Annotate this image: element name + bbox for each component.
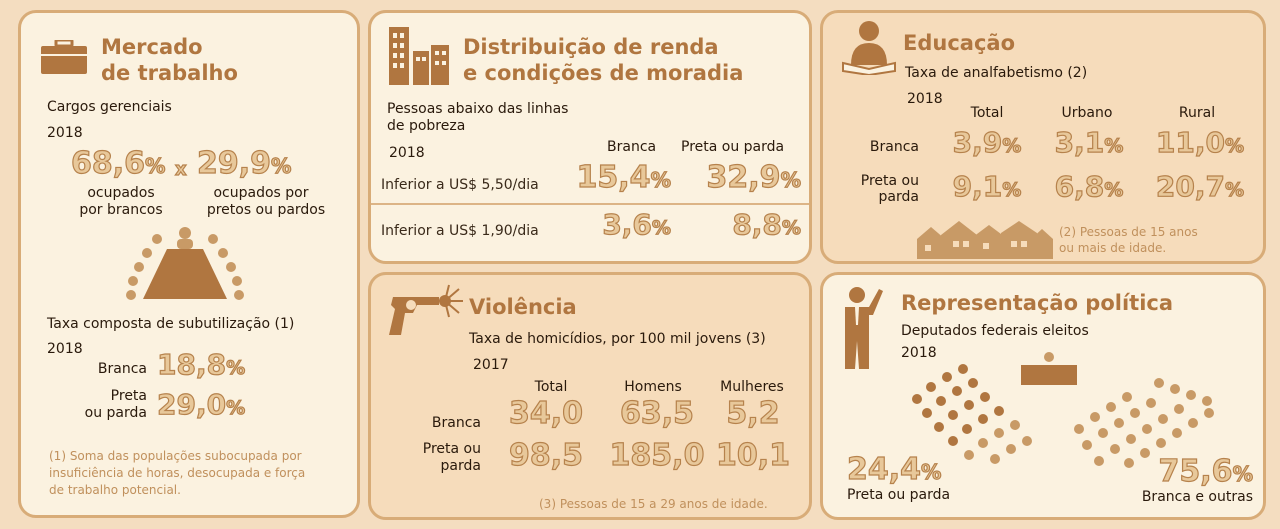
- label-brancos-2: por brancos: [79, 202, 163, 218]
- violencia-row1-label: Branca: [431, 415, 481, 431]
- panel-violencia: Violência Taxa de homicídios, por 100 mi…: [368, 272, 812, 520]
- violencia-year: 2017: [473, 357, 509, 373]
- panel-representacao-politica: Representação política Deputados federai…: [820, 272, 1266, 520]
- subutil-year: 2018: [47, 341, 83, 357]
- reader-icon: [842, 21, 896, 75]
- educacao-row2-urbano: 6,8%: [1054, 170, 1124, 203]
- renda-row1-preta: 32,9%: [706, 160, 802, 195]
- violencia-col-total: Total: [534, 379, 568, 395]
- educacao-year: 2018: [907, 91, 943, 107]
- times-sign: x: [174, 159, 187, 180]
- panel-educacao: Educação Taxa de analfabetismo (2) 2018 …: [820, 10, 1266, 264]
- violencia-row1-homens: 63,5: [619, 396, 695, 431]
- briefcase-icon: [41, 40, 87, 74]
- educacao-sub: Taxa de analfabetismo (2): [905, 65, 1088, 81]
- violencia-note: (3) Pessoas de 15 a 29 anos de idade.: [539, 497, 768, 511]
- educacao-col-total: Total: [970, 105, 1004, 121]
- politica-branca-value: 75,6%: [1158, 454, 1254, 489]
- renda-row2-preta: 8,8%: [732, 208, 802, 241]
- value-brancos: 68,6%: [70, 146, 166, 181]
- houses-icon: [917, 221, 1053, 259]
- educacao-note-1: (2) Pessoas de 15 anos: [1059, 225, 1198, 239]
- mercado-note-3: de trabalho potencial.: [49, 483, 181, 497]
- renda-row-separator: [371, 203, 809, 205]
- renda-col-preta: Preta ou parda: [681, 139, 785, 155]
- politica-title: Representação política: [901, 291, 1174, 315]
- educacao-note-2: ou mais de idade.: [1059, 241, 1167, 255]
- politica-sub: Deputados federais eleitos: [901, 323, 1089, 339]
- revolver-icon: [389, 284, 463, 335]
- buildings-icon: [389, 27, 449, 85]
- mercado-note-2: insuficiência de horas, desocupada e for…: [49, 466, 306, 480]
- renda-row2-branca: 3,6%: [602, 208, 672, 241]
- politica-preta-value: 24,4%: [846, 452, 942, 487]
- renda-title-line1: Distribuição de renda: [463, 35, 719, 59]
- subutil-preta-value: 29,0%: [156, 388, 246, 421]
- educacao-title: Educação: [903, 31, 1015, 55]
- violencia-col-mulheres: Mulheres: [720, 379, 784, 395]
- label-pretos-2: pretos ou pardos: [206, 202, 326, 218]
- speaker-icon: [845, 287, 883, 369]
- meeting-table-icon: [126, 227, 244, 300]
- renda-row1-branca: 15,4%: [576, 160, 672, 195]
- educacao-row1-label: Branca: [869, 139, 919, 155]
- violencia-row2-total: 98,5: [508, 438, 584, 473]
- renda-row1-label: Inferior a US$ 5,50/dia: [381, 177, 539, 193]
- value-pretos: 29,9%: [196, 146, 292, 181]
- renda-title-line2: e condições de moradia: [463, 61, 744, 85]
- subutil-label: Taxa composta de subutilização (1): [47, 316, 295, 332]
- renda-col-branca: Branca: [607, 139, 657, 155]
- politica-preta-label: Preta ou parda: [847, 487, 951, 503]
- violencia-row1-mulheres: 5,2: [726, 396, 780, 431]
- cargos-year: 2018: [47, 125, 83, 141]
- educacao-row2-total: 9,1%: [952, 170, 1022, 203]
- violencia-col-homens: Homens: [624, 379, 682, 395]
- educacao-row1-urbano: 3,1%: [1054, 126, 1124, 159]
- mercado-title-line2: de trabalho: [101, 61, 238, 85]
- renda-row2-label: Inferior a US$ 1,90/dia: [381, 223, 539, 239]
- educacao-col-rural: Rural: [1178, 105, 1216, 121]
- violencia-row2-mulheres: 10,1: [715, 438, 791, 473]
- subutil-preta-label-1: Preta: [110, 388, 147, 404]
- educacao-col-urbano: Urbano: [1061, 105, 1113, 121]
- violencia-row1-total: 34,0: [508, 396, 584, 431]
- label-pretos-1: ocupados por: [213, 185, 309, 201]
- mercado-note-1: (1) Soma das populações subocupada por: [49, 449, 302, 463]
- renda-year: 2018: [389, 145, 425, 161]
- renda-sub-2: de pobreza: [387, 118, 466, 134]
- cargos-label: Cargos gerenciais: [47, 99, 172, 115]
- panel-distribuicao-renda: Distribuição de renda e condições de mor…: [368, 10, 812, 264]
- subutil-branca-value: 18,8%: [156, 348, 246, 381]
- subutil-branca-label: Branca: [97, 361, 147, 377]
- violencia-row2-label-1: Preta ou: [422, 441, 481, 457]
- violencia-title: Violência: [469, 295, 577, 319]
- violencia-sub: Taxa de homicídios, por 100 mil jovens (…: [469, 331, 766, 347]
- violencia-row2-homens: 185,0: [609, 438, 705, 473]
- renda-sub-1: Pessoas abaixo das linhas: [387, 101, 569, 117]
- violencia-row2-label-2: parda: [440, 458, 481, 474]
- subutil-preta-label-2: ou parda: [84, 405, 147, 421]
- politica-year: 2018: [901, 345, 937, 361]
- parliament-chamber-icon: [912, 352, 1214, 468]
- educacao-row1-total: 3,9%: [952, 126, 1022, 159]
- educacao-row2-label-2: parda: [878, 189, 919, 205]
- educacao-row2-rural: 20,7%: [1155, 170, 1245, 203]
- educacao-row2-label-1: Preta ou: [860, 173, 919, 189]
- politica-branca-label: Branca e outras: [1141, 489, 1253, 505]
- label-brancos-1: ocupados: [87, 185, 155, 201]
- mercado-title-line1: Mercado: [101, 35, 203, 59]
- educacao-row1-rural: 11,0%: [1155, 126, 1245, 159]
- panel-mercado-trabalho: Mercado de trabalho Cargos gerenciais 20…: [18, 10, 360, 518]
